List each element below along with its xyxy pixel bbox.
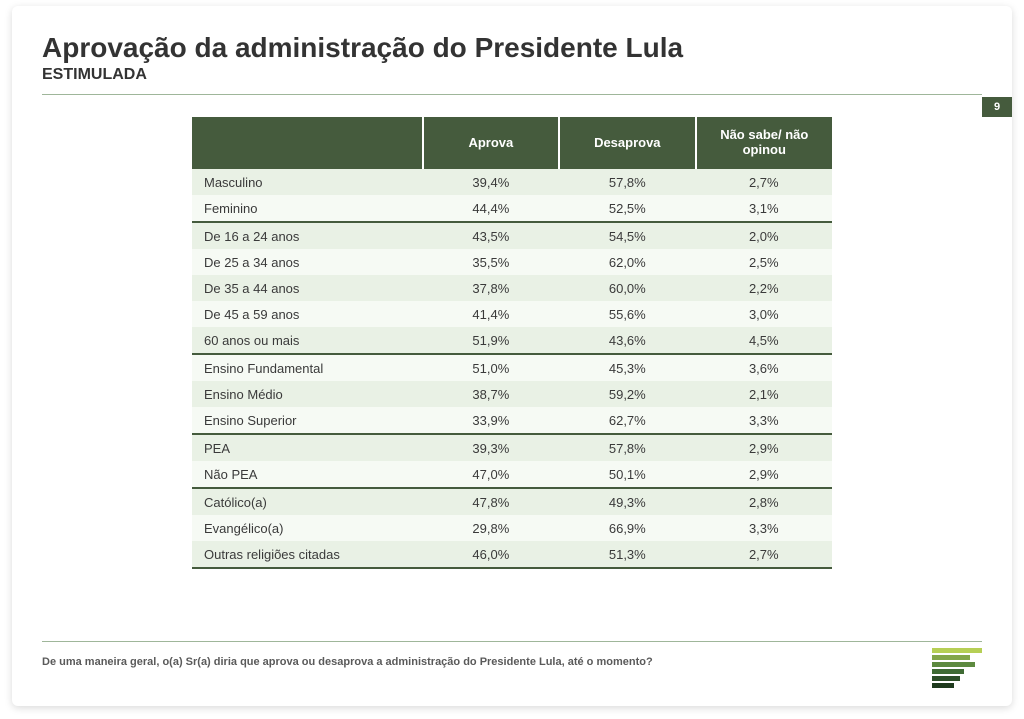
row-value: 3,3% bbox=[696, 515, 832, 541]
row-value: 55,6% bbox=[559, 301, 695, 327]
row-value: 50,1% bbox=[559, 461, 695, 488]
row-value: 2,0% bbox=[696, 222, 832, 249]
col-header-approve: Aprova bbox=[423, 117, 559, 168]
row-value: 52,5% bbox=[559, 195, 695, 222]
row-value: 46,0% bbox=[423, 541, 559, 568]
row-value: 47,0% bbox=[423, 461, 559, 488]
row-value: 49,3% bbox=[559, 488, 695, 515]
row-label: De 16 a 24 anos bbox=[192, 222, 423, 249]
row-value: 2,5% bbox=[696, 249, 832, 275]
row-value: 2,2% bbox=[696, 275, 832, 301]
row-value: 62,0% bbox=[559, 249, 695, 275]
row-value: 3,1% bbox=[696, 195, 832, 222]
table-row: Evangélico(a)29,8%66,9%3,3% bbox=[192, 515, 832, 541]
logo-bar bbox=[932, 683, 954, 688]
page-number-badge: 9 bbox=[982, 97, 1012, 117]
row-value: 2,9% bbox=[696, 461, 832, 488]
logo-bar bbox=[932, 662, 975, 667]
table-row: De 45 a 59 anos41,4%55,6%3,0% bbox=[192, 301, 832, 327]
approval-table: Aprova Desaprova Não sabe/ não opinou Ma… bbox=[192, 117, 832, 569]
col-header-label bbox=[192, 117, 423, 168]
row-value: 60,0% bbox=[559, 275, 695, 301]
question-text: De uma maneira geral, o(a) Sr(a) diria q… bbox=[42, 656, 892, 668]
row-label: De 45 a 59 anos bbox=[192, 301, 423, 327]
row-value: 2,8% bbox=[696, 488, 832, 515]
row-value: 51,0% bbox=[423, 354, 559, 381]
row-value: 2,7% bbox=[696, 168, 832, 195]
row-value: 44,4% bbox=[423, 195, 559, 222]
row-value: 41,4% bbox=[423, 301, 559, 327]
table-row: De 16 a 24 anos43,5%54,5%2,0% bbox=[192, 222, 832, 249]
row-label: Católico(a) bbox=[192, 488, 423, 515]
row-value: 39,3% bbox=[423, 434, 559, 461]
logo-bar bbox=[932, 648, 982, 653]
row-value: 57,8% bbox=[559, 168, 695, 195]
table-row: Não PEA47,0%50,1%2,9% bbox=[192, 461, 832, 488]
row-value: 47,8% bbox=[423, 488, 559, 515]
row-value: 43,6% bbox=[559, 327, 695, 354]
table-row: Ensino Médio38,7%59,2%2,1% bbox=[192, 381, 832, 407]
col-header-dontknow: Não sabe/ não opinou bbox=[696, 117, 832, 168]
row-label: Outras religiões citadas bbox=[192, 541, 423, 568]
row-label: De 25 a 34 anos bbox=[192, 249, 423, 275]
page-number: 9 bbox=[994, 101, 1000, 113]
logo-bar bbox=[932, 676, 960, 681]
brand-logo-icon bbox=[932, 648, 982, 692]
row-value: 4,5% bbox=[696, 327, 832, 354]
row-value: 2,1% bbox=[696, 381, 832, 407]
footer-rule bbox=[42, 641, 982, 642]
row-value: 43,5% bbox=[423, 222, 559, 249]
logo-bar bbox=[932, 655, 970, 660]
table-body: Masculino39,4%57,8%2,7%Feminino44,4%52,5… bbox=[192, 168, 832, 568]
table-row: Outras religiões citadas46,0%51,3%2,7% bbox=[192, 541, 832, 568]
row-label: Ensino Médio bbox=[192, 381, 423, 407]
row-value: 59,2% bbox=[559, 381, 695, 407]
row-value: 39,4% bbox=[423, 168, 559, 195]
row-label: Evangélico(a) bbox=[192, 515, 423, 541]
row-label: PEA bbox=[192, 434, 423, 461]
row-value: 38,7% bbox=[423, 381, 559, 407]
col-header-disapprove: Desaprova bbox=[559, 117, 695, 168]
row-value: 37,8% bbox=[423, 275, 559, 301]
row-value: 29,8% bbox=[423, 515, 559, 541]
table-row: PEA39,3%57,8%2,9% bbox=[192, 434, 832, 461]
table-row: Ensino Fundamental51,0%45,3%3,6% bbox=[192, 354, 832, 381]
row-value: 51,9% bbox=[423, 327, 559, 354]
row-label: Feminino bbox=[192, 195, 423, 222]
table-row: De 25 a 34 anos35,5%62,0%2,5% bbox=[192, 249, 832, 275]
row-value: 45,3% bbox=[559, 354, 695, 381]
row-value: 2,9% bbox=[696, 434, 832, 461]
approval-table-wrap: Aprova Desaprova Não sabe/ não opinou Ma… bbox=[192, 117, 832, 569]
table-row: Feminino44,4%52,5%3,1% bbox=[192, 195, 832, 222]
row-value: 3,3% bbox=[696, 407, 832, 434]
table-row: Masculino39,4%57,8%2,7% bbox=[192, 168, 832, 195]
row-label: 60 anos ou mais bbox=[192, 327, 423, 354]
row-value: 62,7% bbox=[559, 407, 695, 434]
table-row: 60 anos ou mais51,9%43,6%4,5% bbox=[192, 327, 832, 354]
header-rule bbox=[42, 94, 982, 95]
page-subtitle: ESTIMULADA bbox=[42, 66, 982, 84]
table-row: Católico(a)47,8%49,3%2,8% bbox=[192, 488, 832, 515]
table-row: Ensino Superior33,9%62,7%3,3% bbox=[192, 407, 832, 434]
row-value: 35,5% bbox=[423, 249, 559, 275]
row-label: Ensino Superior bbox=[192, 407, 423, 434]
table-header: Aprova Desaprova Não sabe/ não opinou bbox=[192, 117, 832, 168]
row-label: Masculino bbox=[192, 168, 423, 195]
row-label: Ensino Fundamental bbox=[192, 354, 423, 381]
page-title: Aprovação da administração do Presidente… bbox=[42, 32, 982, 64]
row-value: 33,9% bbox=[423, 407, 559, 434]
row-value: 66,9% bbox=[559, 515, 695, 541]
row-value: 3,6% bbox=[696, 354, 832, 381]
row-value: 3,0% bbox=[696, 301, 832, 327]
table-row: De 35 a 44 anos37,8%60,0%2,2% bbox=[192, 275, 832, 301]
row-label: De 35 a 44 anos bbox=[192, 275, 423, 301]
row-value: 2,7% bbox=[696, 541, 832, 568]
slide: Aprovação da administração do Presidente… bbox=[12, 6, 1012, 706]
row-value: 51,3% bbox=[559, 541, 695, 568]
row-value: 54,5% bbox=[559, 222, 695, 249]
row-label: Não PEA bbox=[192, 461, 423, 488]
logo-bar bbox=[932, 669, 964, 674]
row-value: 57,8% bbox=[559, 434, 695, 461]
